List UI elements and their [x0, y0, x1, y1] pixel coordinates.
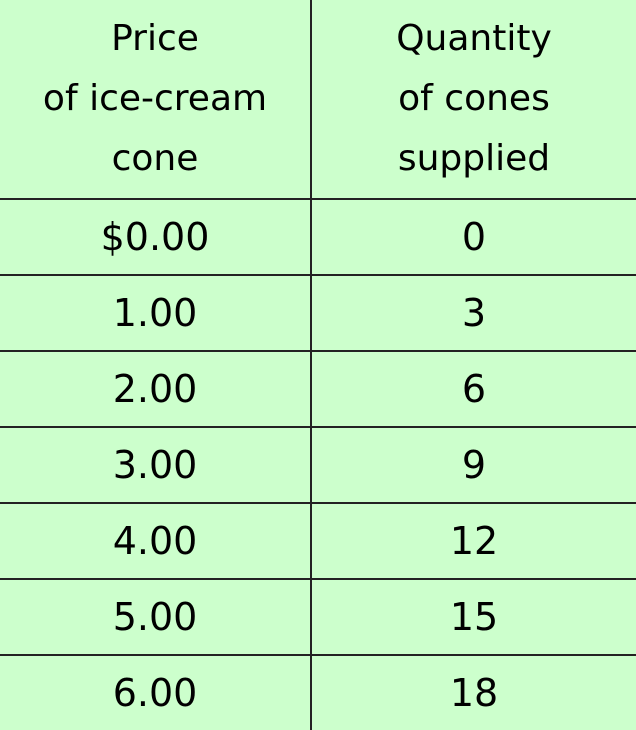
quantity-cell: 15 [449, 595, 499, 639]
column-divider [310, 0, 312, 730]
header-quantity-line-2: of cones [398, 78, 550, 119]
quantity-cell: 9 [461, 443, 487, 487]
header-price-line-2: of ice-cream [42, 78, 268, 119]
row-divider [0, 350, 636, 352]
price-cell: 4.00 [112, 519, 198, 563]
header-price-line-3: cone [111, 138, 199, 179]
row-divider [0, 426, 636, 428]
price-cell: 2.00 [112, 367, 198, 411]
header-quantity: Quantity of cones supplied [312, 0, 636, 198]
quantity-cell: 18 [449, 671, 499, 715]
price-cell: 6.00 [112, 671, 198, 715]
header-divider [0, 198, 636, 200]
quantity-cell: 0 [461, 215, 487, 259]
header-price-line-1: Price [111, 18, 199, 59]
price-cell: 5.00 [112, 595, 198, 639]
price-cell: 3.00 [112, 443, 198, 487]
quantity-cell: 3 [461, 291, 487, 335]
quantity-cell: 12 [449, 519, 499, 563]
price-cell: 1.00 [112, 291, 198, 335]
header-quantity-line-1: Quantity [396, 18, 552, 59]
row-divider [0, 578, 636, 580]
header-quantity-line-3: supplied [397, 138, 551, 179]
header-price: Price of ice-cream cone [0, 0, 310, 198]
row-divider [0, 274, 636, 276]
row-divider [0, 654, 636, 656]
price-cell: $0.00 [100, 215, 210, 259]
quantity-cell: 6 [461, 367, 487, 411]
row-divider [0, 502, 636, 504]
